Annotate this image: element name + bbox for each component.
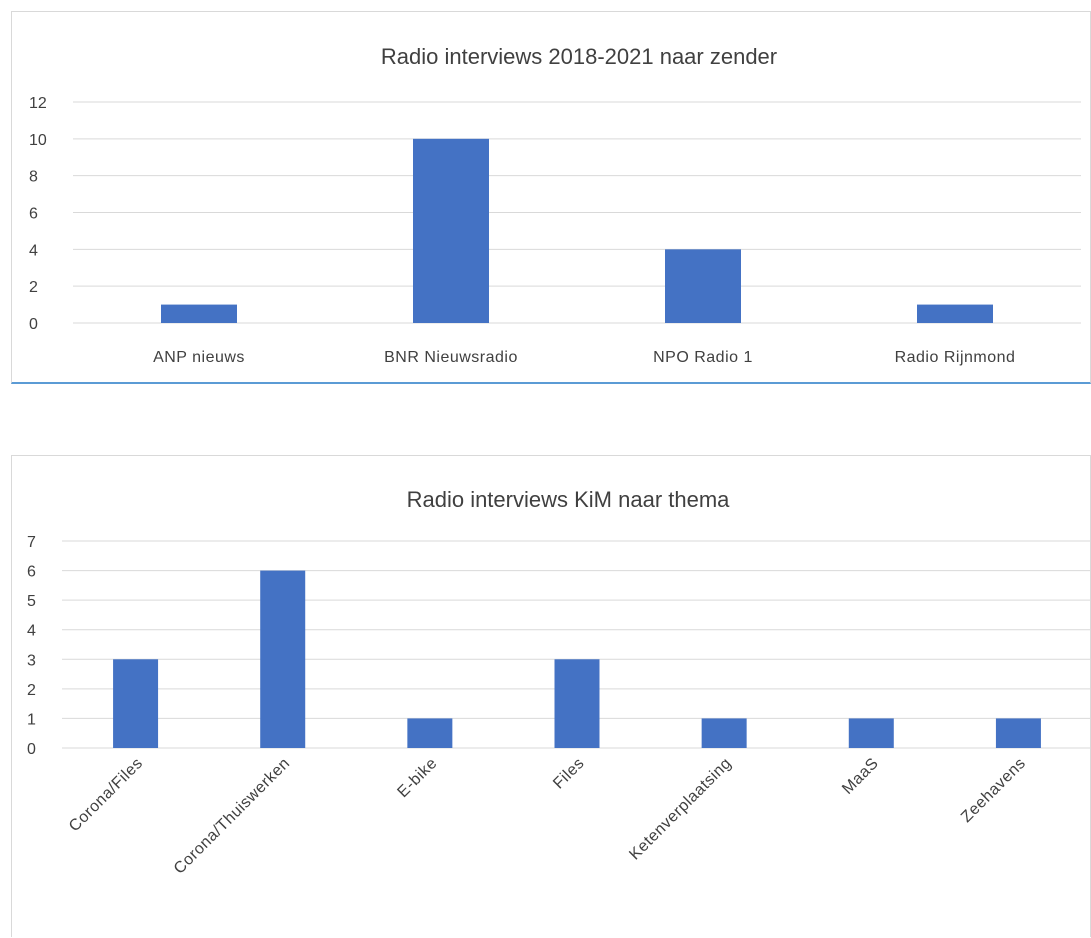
chart-zender-bar [413,138,489,323]
chart-thema-x-tick-label: Files [550,755,588,793]
chart-zender-y-tick-label: 4 [29,242,38,259]
chart-thema-y-tick-label: 6 [27,564,36,581]
chart-thema-y-tick-label: 7 [27,534,36,551]
chart-zender-y-tick-label: 2 [29,279,38,296]
chart-thema-bar [995,718,1041,748]
chart-thema-y-tick-label: 5 [27,593,36,610]
chart-zender-x-tick-label: Radio Rijnmond [895,349,1016,366]
chart-thema-y-tick-label: 1 [27,711,36,728]
chart-zender-x-tick-label: NPO Radio 1 [653,349,753,366]
chart-thema-bar [113,659,159,748]
chart-thema-x-tick-label: MaaS [839,755,882,798]
chart-zender-bar [161,304,237,323]
chart-thema-bar [701,718,747,748]
chart-thema-y-tick-label: 4 [27,623,36,640]
chart-thema-bar [407,718,453,748]
chart-zender-x-tick-label: ANP nieuws [153,349,245,366]
chart-zender-title: Radio interviews 2018-2021 naar zender [381,44,777,69]
chart-thema-bar [260,570,306,748]
chart-zender-bar [665,249,741,323]
chart-thema-bar [848,718,894,748]
chart-thema-title: Radio interviews KiM naar thema [407,487,731,512]
chart-zender-x-tick-label: BNR Nieuwsradio [384,349,518,366]
chart-thema-x-tick-label: Zeehavens [958,755,1029,826]
chart-thema-svg: Radio interviews KiM naar thema 0 1 2 3 4 5 6 7… [27,487,1091,878]
chart-zender-y-tick-label: 0 [29,316,38,333]
chart-zender-y-tick-label: 12 [29,95,47,112]
chart-thema-x-tick-label: Ketenverplaatsing [626,755,735,864]
chart-thema-x-tick-label: Corona/Thuiswerken [171,755,294,878]
chart-zender-bar [917,304,993,323]
chart-zender-panel: Radio interviews 2018-2021 naar zender 0… [11,11,1091,384]
chart-zender-y-tick-label: 6 [29,206,38,223]
chart-thema-bar [554,659,600,748]
chart-thema-y-tick-label: 0 [27,741,36,758]
chart-thema-y-tick-label: 2 [27,682,36,699]
chart-zender-svg: Radio interviews 2018-2021 naar zender 0… [29,44,1081,366]
chart-thema-x-tick-label: E-bike [394,755,440,801]
chart-thema-panel: Radio interviews KiM naar thema 0 1 2 3 4 5 6 7… [11,455,1091,937]
chart-zender-y-tick-label: 10 [29,132,47,149]
chart-thema-x-tick-label: Corona/Files [66,755,146,835]
chart-thema-y-tick-label: 3 [27,652,36,669]
chart-zender-y-tick-label: 8 [29,169,38,186]
